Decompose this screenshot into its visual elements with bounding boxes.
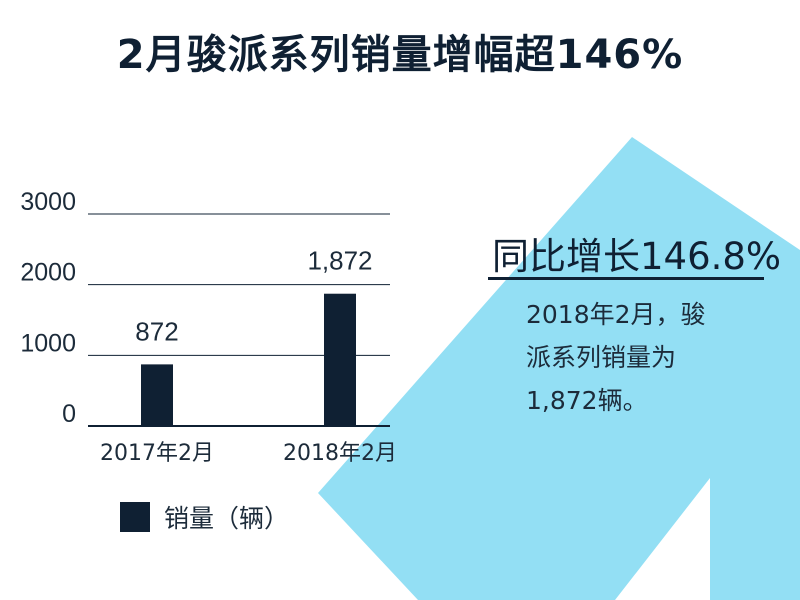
page-title: 2月骏派系列销量增幅超146% bbox=[116, 32, 684, 78]
legend-swatch bbox=[120, 502, 150, 532]
category-labels: 2017年2月 2018年2月 bbox=[100, 441, 397, 466]
y-axis-tick-labels: 0 1000 2000 3000 bbox=[20, 188, 76, 428]
callout-line-2: 派系列销量为 bbox=[526, 343, 677, 372]
category-label: 2017年2月 bbox=[100, 441, 214, 466]
arrow-polygon bbox=[318, 137, 800, 600]
chart-legend: 销量（辆） bbox=[120, 499, 289, 535]
bar-2 bbox=[324, 293, 356, 426]
y-tick-label: 2000 bbox=[20, 259, 76, 287]
legend-label: 销量（辆） bbox=[164, 504, 290, 533]
callout-divider bbox=[488, 277, 764, 280]
data-label: 872 bbox=[135, 316, 178, 346]
y-tick-label: 1000 bbox=[20, 329, 76, 357]
bar-1 bbox=[141, 364, 173, 426]
y-tick-label: 3000 bbox=[20, 188, 76, 216]
callout-body: 2018年2月，骏 派系列销量为 1,872辆。 bbox=[526, 293, 756, 422]
callout-line-1: 2018年2月，骏 bbox=[526, 300, 706, 329]
bars bbox=[141, 293, 356, 426]
category-label: 2018年2月 bbox=[283, 441, 397, 466]
data-label: 1,872 bbox=[307, 246, 372, 276]
callout-title: 同比增长146.8% bbox=[492, 235, 782, 278]
callout-line-3: 1,872辆。 bbox=[526, 386, 648, 415]
data-labels: 872 1,872 bbox=[135, 246, 372, 347]
y-tick-label: 0 bbox=[62, 400, 76, 428]
